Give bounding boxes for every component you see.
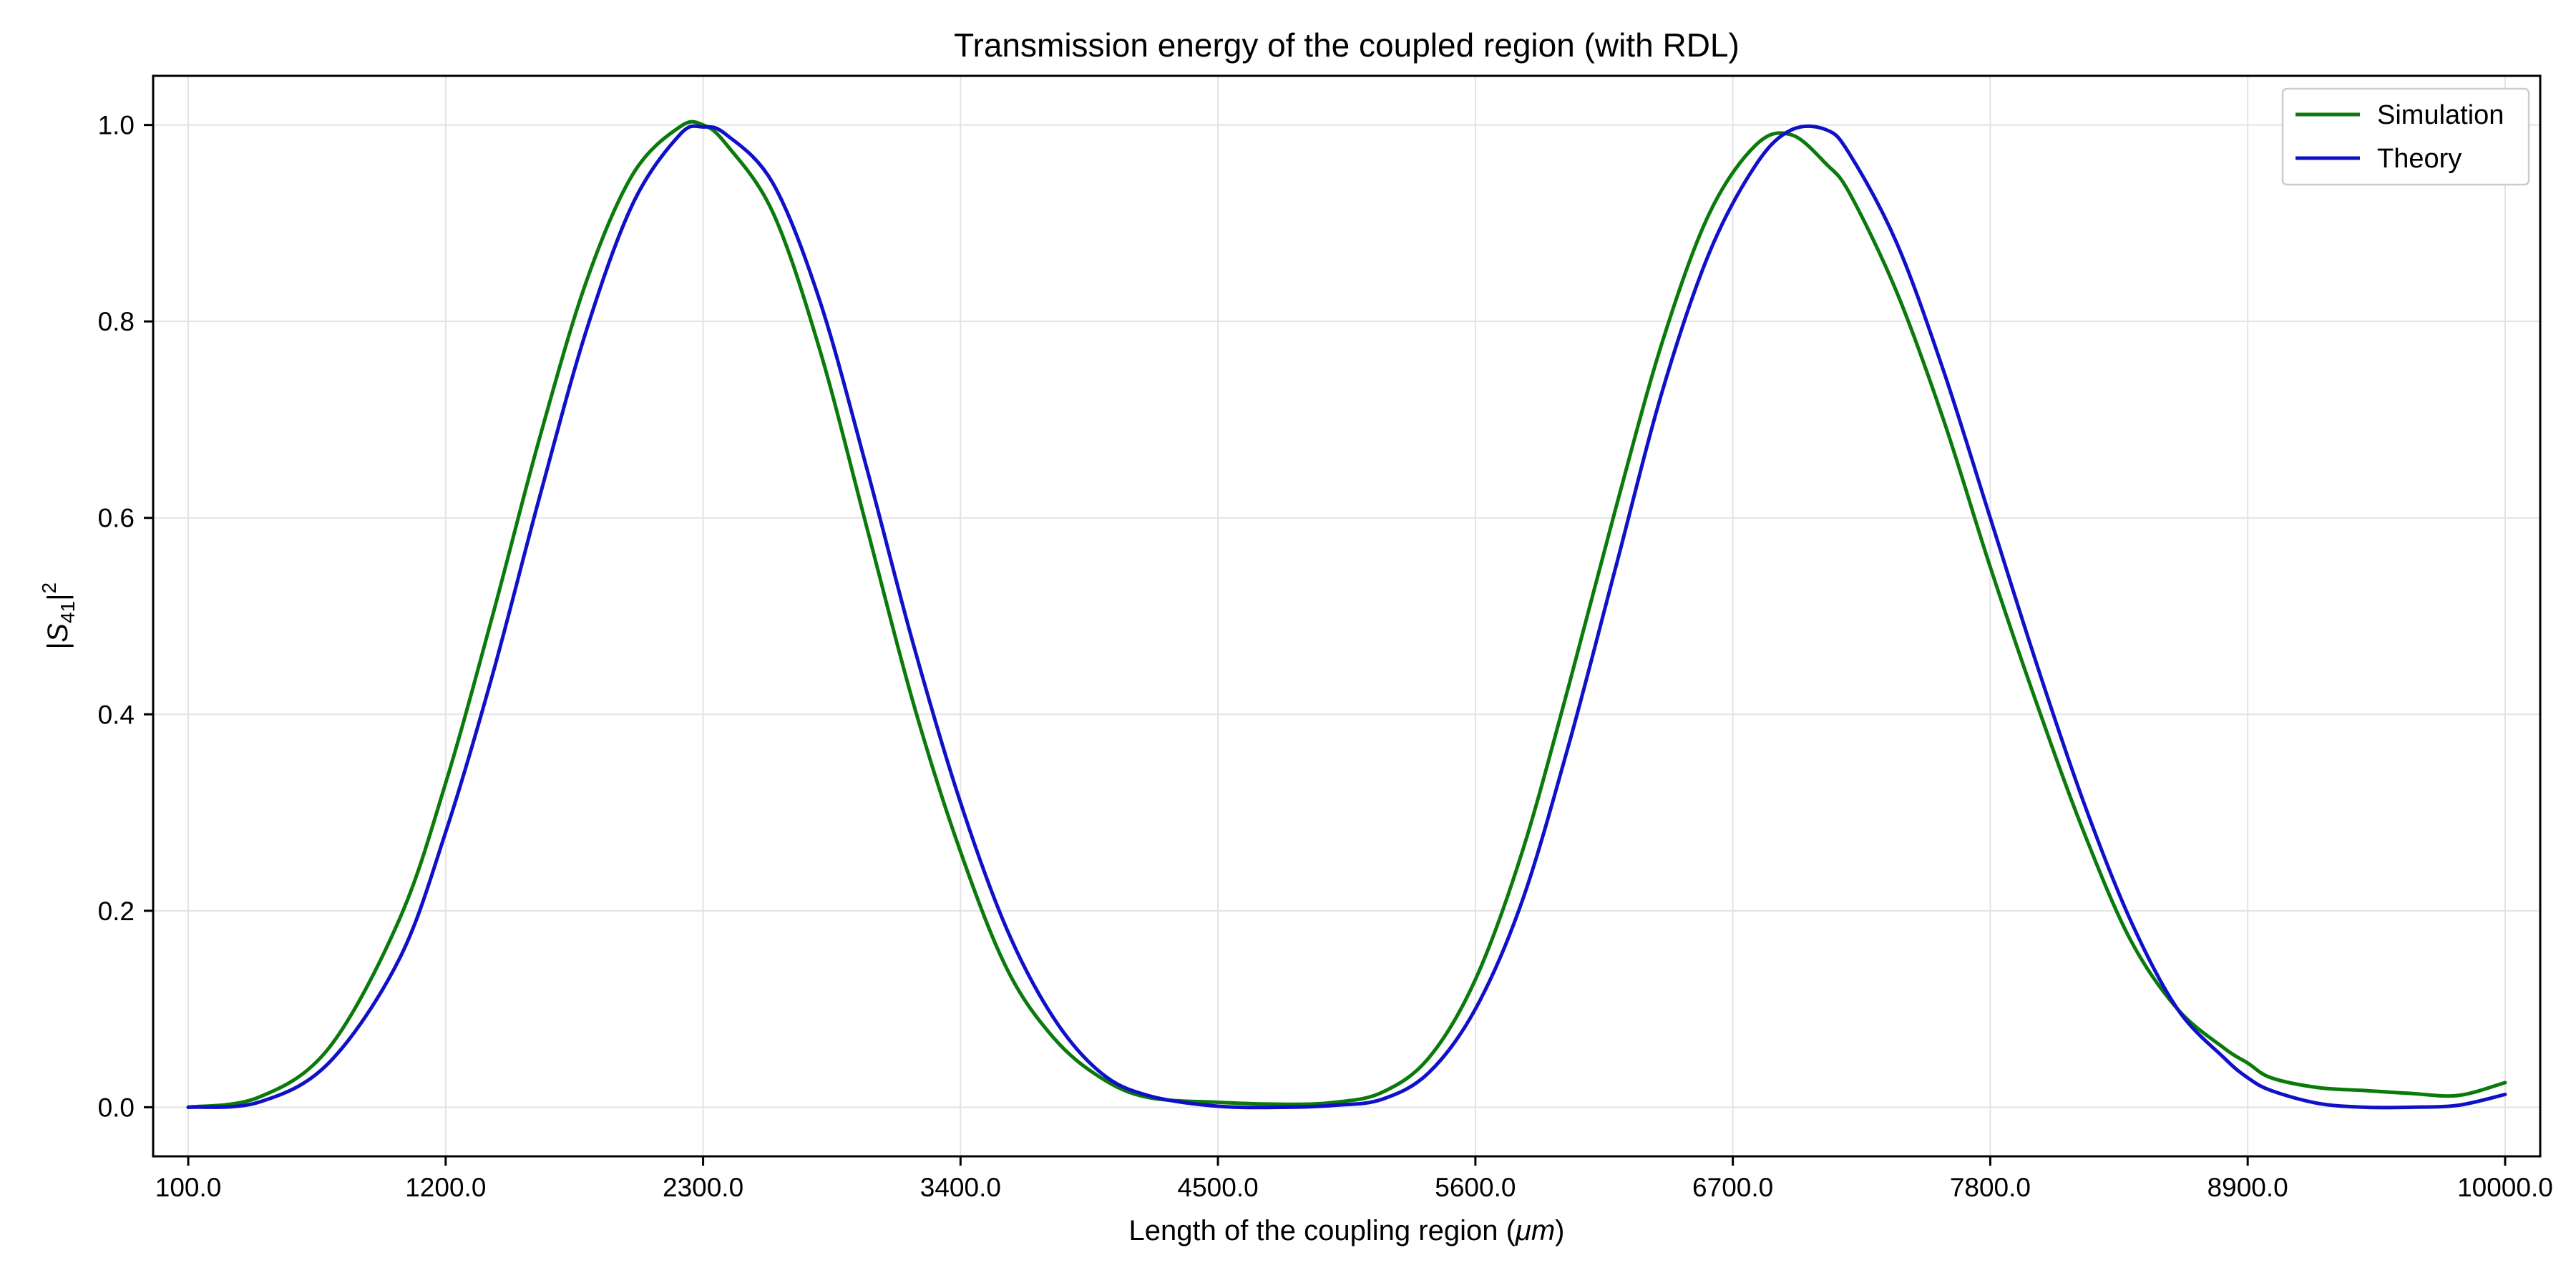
x-axis-label: Length of the coupling region (μm) — [1129, 1215, 1565, 1246]
x-axis-label-unit: μm — [1515, 1215, 1555, 1246]
x-tick-label: 2300.0 — [663, 1173, 743, 1202]
y-tick-label: 0.0 — [98, 1093, 135, 1122]
x-axis-label-suffix: ) — [1555, 1215, 1564, 1246]
x-tick-label: 5600.0 — [1435, 1173, 1516, 1202]
x-tick-label: 4500.0 — [1178, 1173, 1259, 1202]
y-tick-label: 0.6 — [98, 504, 135, 533]
legend: Simulation Theory — [2281, 87, 2530, 186]
y-axis-label-superscript: 2 — [38, 582, 60, 594]
series-line-simulation — [186, 119, 2507, 1109]
legend-label-simulation: Simulation — [2377, 100, 2504, 130]
y-axis-label-main: |S — [42, 623, 74, 650]
x-tick-label: 6700.0 — [1692, 1173, 1773, 1202]
series-line-theory — [186, 124, 2507, 1110]
x-tick-label: 3400.0 — [920, 1173, 1001, 1202]
y-tick-label: 1.0 — [98, 111, 135, 140]
y-axis-label-bar: | — [42, 593, 74, 600]
x-tick-label: 100.0 — [155, 1173, 222, 1202]
x-tick-label: 7800.0 — [1950, 1173, 2031, 1202]
x-axis-label-prefix: Length of the coupling region ( — [1129, 1215, 1516, 1246]
legend-label-theory: Theory — [2377, 144, 2462, 174]
x-tick-label: 8900.0 — [2207, 1173, 2288, 1202]
x-axis-ticks: 100.0 1200.0 2300.0 3400.0 4500.0 5600.0 6700.… — [155, 1156, 2553, 1202]
y-tick-label: 0.4 — [98, 700, 135, 729]
y-axis-ticks: 0.0 0.2 0.4 0.6 0.8 1.0 — [98, 111, 153, 1122]
x-tick-label: 1200.0 — [405, 1173, 486, 1202]
plot-frame — [152, 74, 2542, 1158]
y-tick-label: 0.2 — [98, 897, 135, 926]
chart-title: Transmission energy of the coupled regio… — [954, 26, 1740, 64]
y-tick-label: 0.8 — [98, 307, 135, 336]
x-tick-label: 10000.0 — [2457, 1173, 2553, 1202]
grid-lines — [153, 76, 2540, 1156]
y-axis-label: |S41|2 — [38, 582, 79, 650]
y-axis-label-subscript: 41 — [57, 601, 79, 623]
series-lines — [186, 119, 2507, 1110]
